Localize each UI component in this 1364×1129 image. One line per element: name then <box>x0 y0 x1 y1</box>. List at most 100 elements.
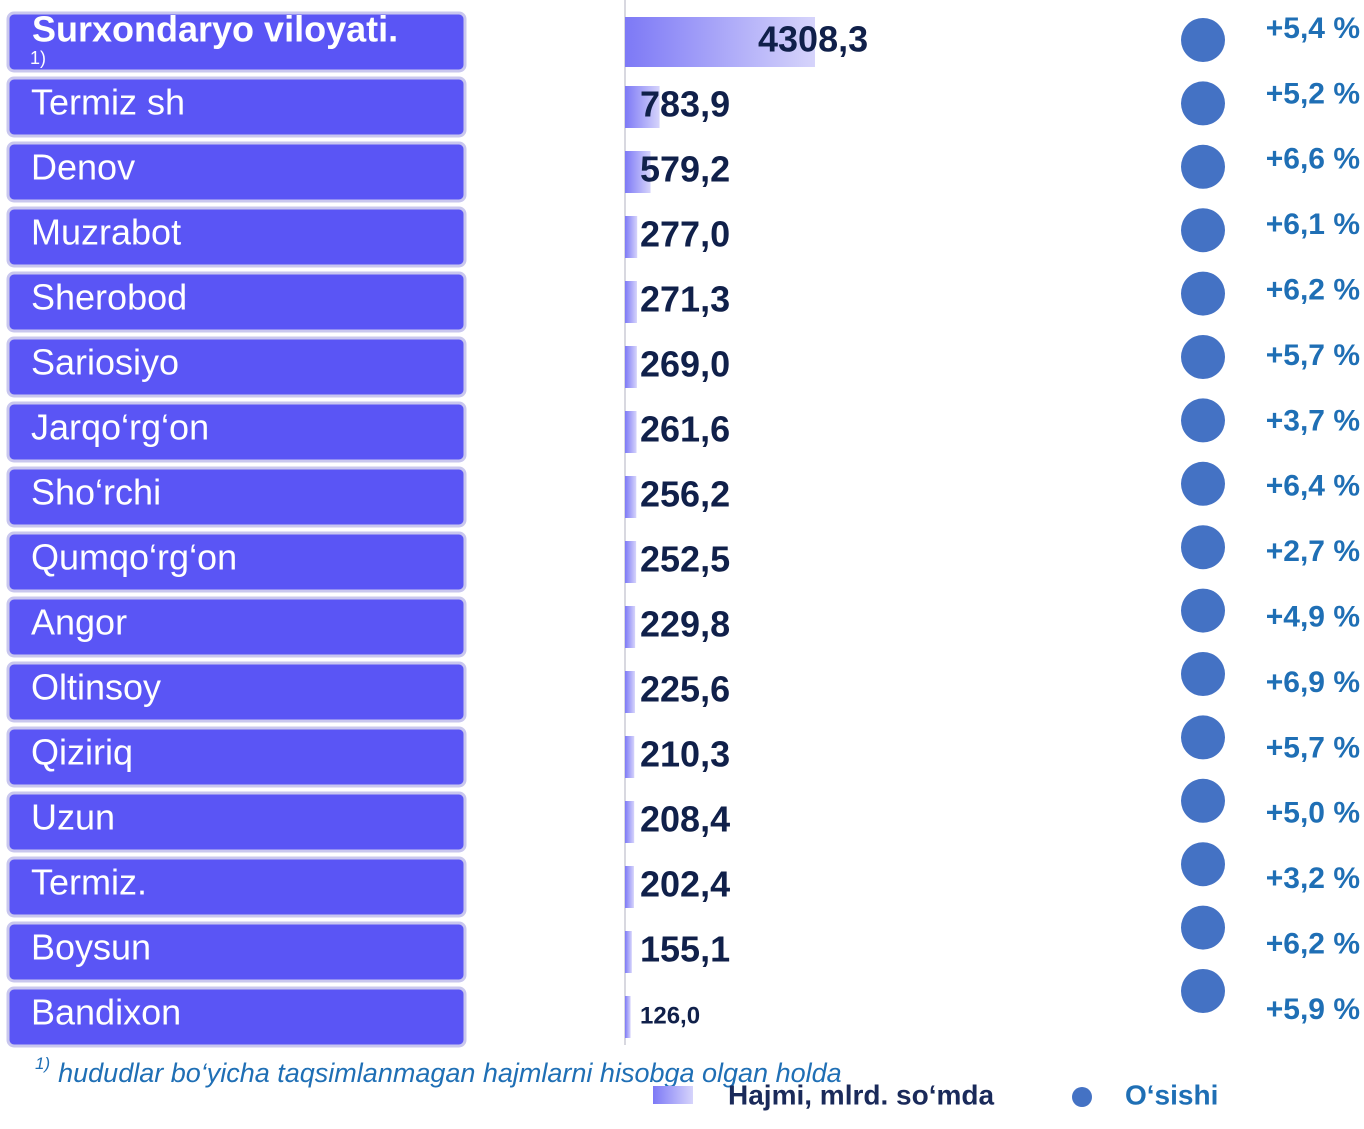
category-box <box>6 466 467 528</box>
category-label: Sho‘rchi <box>31 472 161 513</box>
bar <box>625 671 635 713</box>
category-label: Angor <box>31 602 127 643</box>
category-label: Oltinsoy <box>31 667 161 708</box>
category-box <box>6 986 467 1048</box>
category-label: Sherobod <box>31 277 187 318</box>
growth-label: +6,4 % <box>1266 470 1360 503</box>
value-label: 208,4 <box>640 799 730 840</box>
growth-label: +5,0 % <box>1266 797 1360 830</box>
category-note: 1) <box>30 48 46 68</box>
growth-label: +6,2 % <box>1266 274 1360 307</box>
value-label: 579,2 <box>640 149 730 190</box>
category-box <box>6 141 467 203</box>
growth-bubble <box>1181 588 1225 633</box>
growth-label: +3,2 % <box>1266 862 1360 895</box>
legend-swatch <box>653 1086 693 1104</box>
value-label: 210,3 <box>640 734 730 775</box>
bar <box>625 216 638 258</box>
growth-bubble <box>1181 905 1225 950</box>
legend-swatch <box>1072 1087 1092 1107</box>
category-label: Surxondaryo viloyati. <box>32 9 398 50</box>
growth-bubble <box>1181 652 1225 696</box>
growth-label: +4,9 % <box>1266 601 1360 634</box>
value-label: 269,0 <box>640 344 730 385</box>
category-label: Boysun <box>31 927 151 968</box>
growth-bubble <box>1181 715 1225 760</box>
growth-bubble <box>1181 18 1225 62</box>
bar <box>625 411 637 453</box>
bar <box>625 346 637 388</box>
value-label: 225,6 <box>640 669 730 710</box>
category-box <box>6 596 467 658</box>
footnote: 1) hududlar bo‘yicha taqsimlanmagan hajml… <box>35 1054 842 1088</box>
bar <box>625 606 636 648</box>
legend-label: O‘sishi <box>1125 1079 1218 1110</box>
growth-bubble <box>1181 525 1225 570</box>
category-box <box>6 11 467 73</box>
category-label: Bandixon <box>31 992 181 1033</box>
growth-bubble <box>1181 969 1225 1013</box>
category-box <box>6 206 467 268</box>
growth-bubble <box>1181 335 1225 379</box>
value-label: 252,5 <box>640 539 730 580</box>
category-label: Muzrabot <box>31 212 181 253</box>
growth-bubble <box>1181 778 1225 823</box>
value-label: 202,4 <box>640 864 730 905</box>
growth-bubble <box>1181 461 1225 506</box>
bar <box>625 931 632 973</box>
growth-bubble <box>1181 398 1225 443</box>
category-box <box>6 661 467 723</box>
value-label: 126,0 <box>640 1002 700 1029</box>
legend-label: Hajmi, mlrd. so‘mda <box>728 1079 994 1110</box>
bar <box>625 281 637 323</box>
category-label: Qiziriq <box>31 732 133 773</box>
value-label: 261,6 <box>640 409 730 450</box>
growth-bubble <box>1181 144 1225 189</box>
category-label: Uzun <box>31 797 115 838</box>
growth-bubble <box>1181 208 1225 253</box>
growth-label: +2,7 % <box>1266 535 1360 568</box>
bar <box>625 866 634 908</box>
category-box <box>6 791 467 853</box>
footnote-mark: 1) <box>35 1054 50 1073</box>
value-label: 271,3 <box>640 279 730 320</box>
growth-bubble <box>1181 271 1225 316</box>
category-label: Sariosiyo <box>31 342 179 383</box>
category-box <box>6 336 467 398</box>
category-box <box>6 726 467 788</box>
bar <box>625 86 660 128</box>
growth-bubble <box>1181 81 1225 126</box>
category-label: Termiz sh <box>31 82 185 123</box>
category-box <box>6 401 467 463</box>
value-label: 229,8 <box>640 604 730 645</box>
category-label: Termiz. <box>31 862 147 903</box>
value-label: 256,2 <box>640 474 730 515</box>
value-label: 4308,3 <box>758 19 868 60</box>
bar <box>625 476 637 518</box>
category-box <box>6 271 467 333</box>
category-box <box>6 531 467 593</box>
value-label: 155,1 <box>640 929 730 970</box>
growth-bubble <box>1181 842 1225 887</box>
category-label: Jarqo‘rg‘on <box>31 407 209 448</box>
growth-label: +5,2 % <box>1266 77 1360 110</box>
growth-label: +5,7 % <box>1266 339 1360 372</box>
bar <box>625 736 635 778</box>
category-label: Qumqo‘rg‘on <box>31 537 237 578</box>
category-label: Denov <box>31 147 135 188</box>
bar <box>625 17 815 67</box>
growth-label: +5,4 % <box>1266 12 1360 45</box>
category-box <box>6 921 467 983</box>
category-box <box>6 856 467 918</box>
value-label: 783,9 <box>640 84 730 125</box>
growth-label: +3,7 % <box>1266 404 1360 437</box>
bar <box>625 996 631 1038</box>
growth-label: +6,6 % <box>1266 143 1360 176</box>
growth-label: +5,9 % <box>1266 993 1360 1026</box>
bar <box>625 541 637 583</box>
growth-label: +6,2 % <box>1266 928 1360 961</box>
growth-label: +6,1 % <box>1266 208 1360 241</box>
bar <box>625 151 651 193</box>
